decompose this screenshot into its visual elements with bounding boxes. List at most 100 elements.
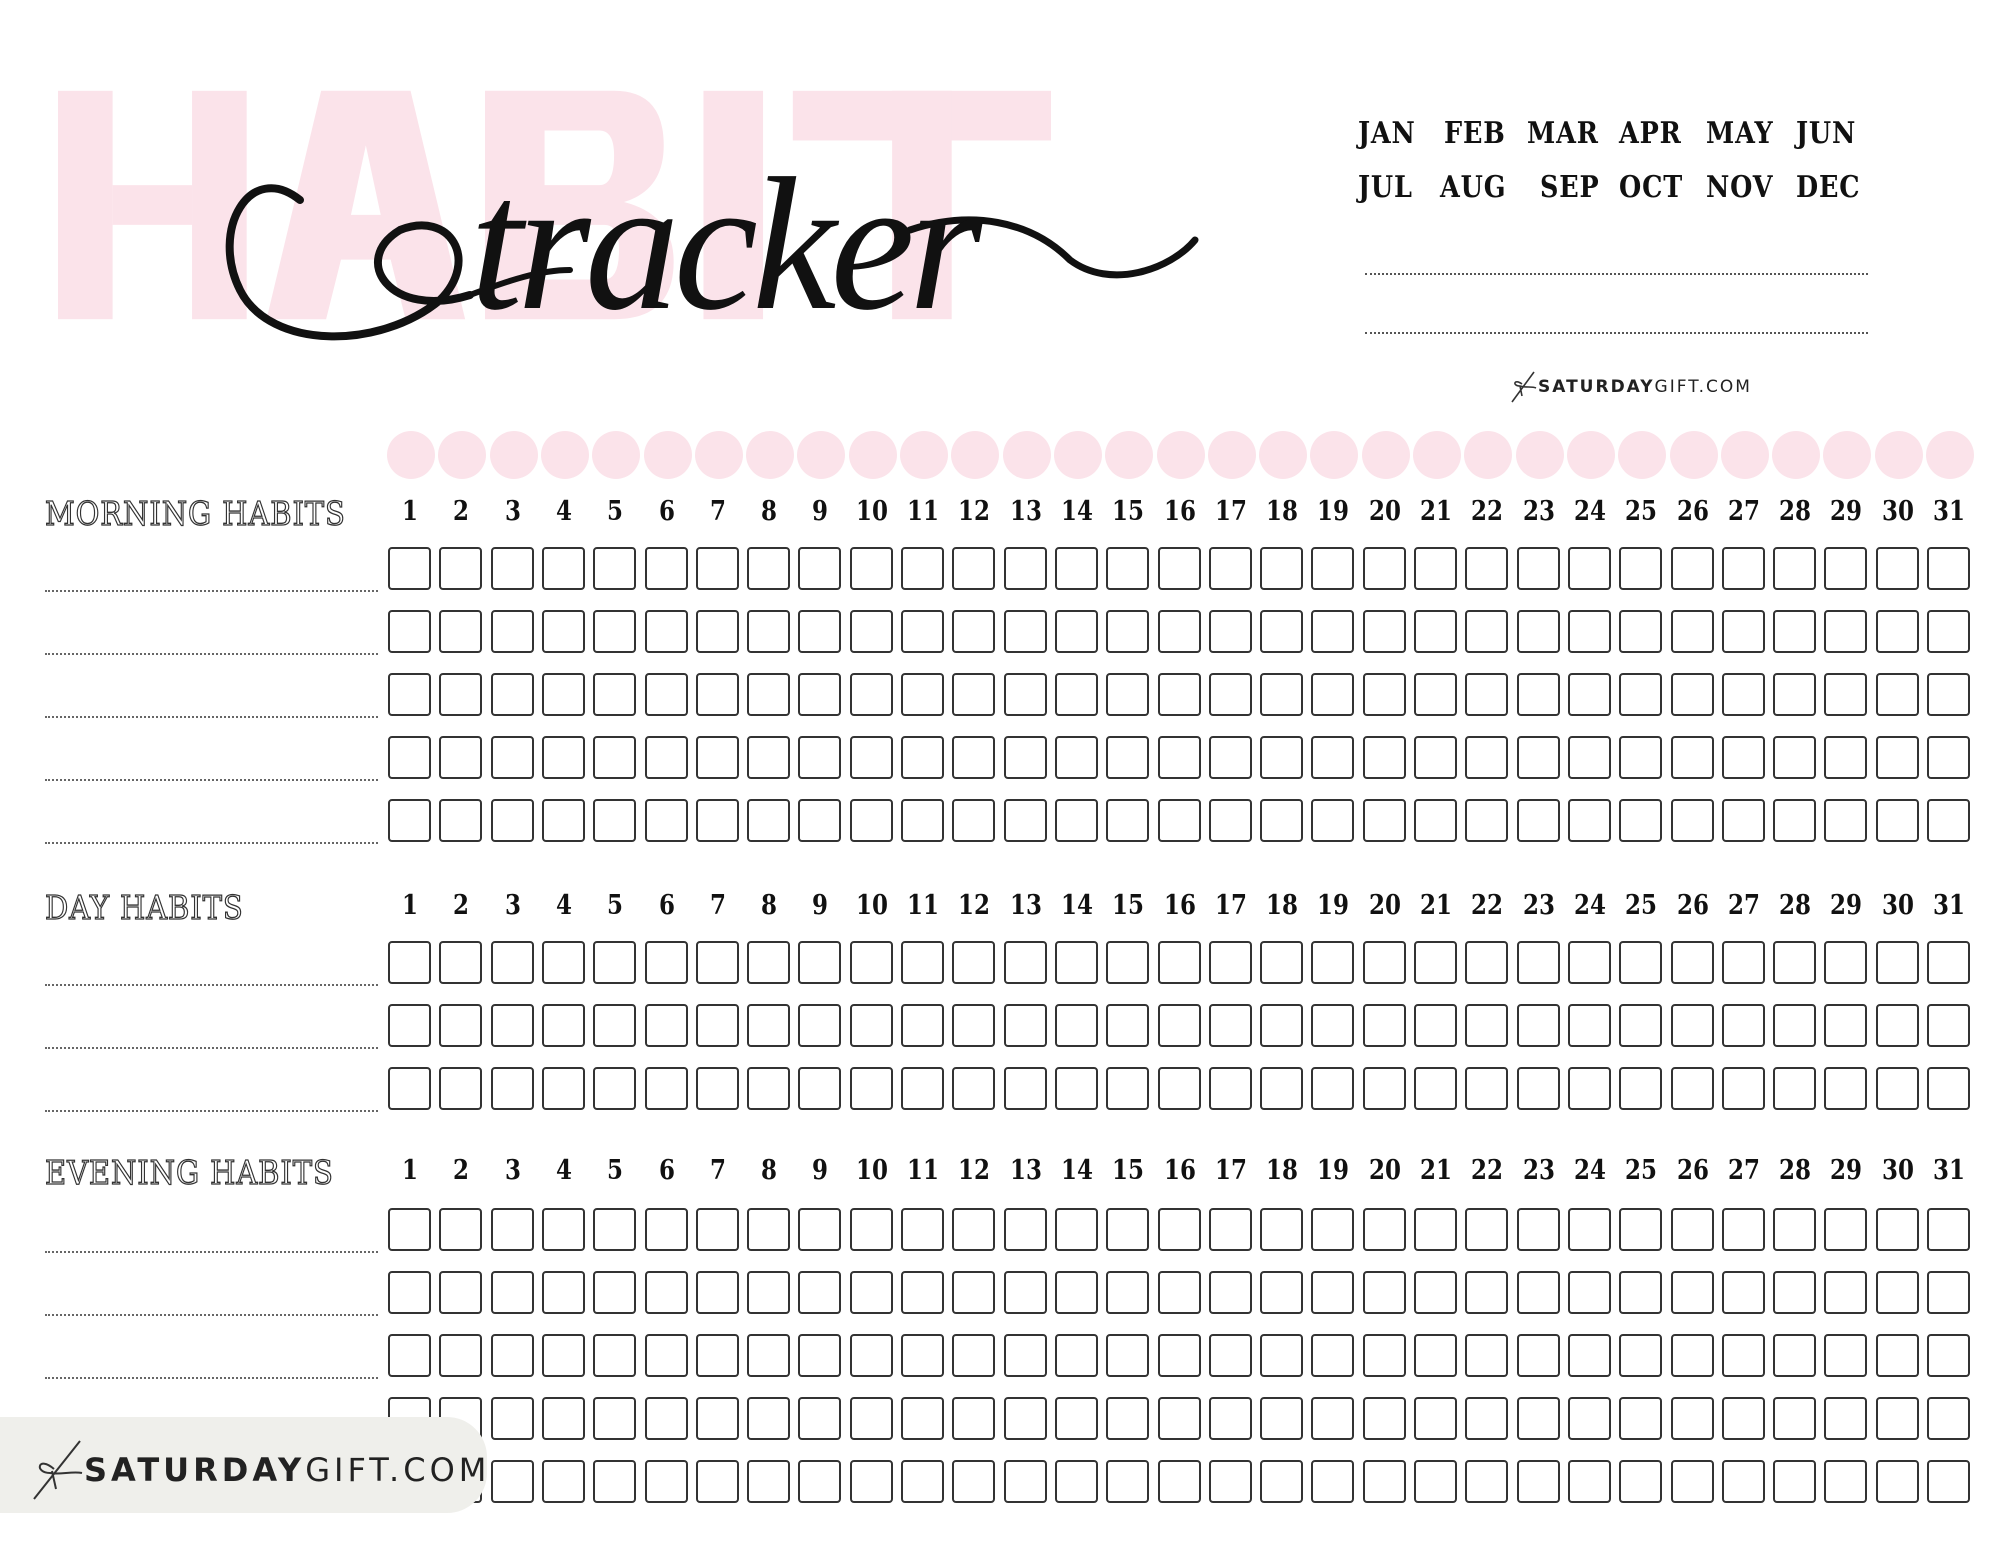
- day-checkbox[interactable]: [1824, 1004, 1868, 1047]
- day-checkbox[interactable]: [1106, 1067, 1150, 1110]
- day-checkbox[interactable]: [1465, 673, 1509, 716]
- day-checkbox[interactable]: [1003, 1271, 1047, 1314]
- day-checkbox[interactable]: [1311, 1004, 1355, 1047]
- day-checkbox[interactable]: [593, 1004, 637, 1047]
- day-checkbox[interactable]: [695, 1460, 739, 1503]
- day-checkbox[interactable]: [1157, 547, 1201, 590]
- day-checkbox[interactable]: [541, 1067, 585, 1110]
- day-checkbox[interactable]: [798, 941, 842, 984]
- day-checkbox[interactable]: [1157, 1334, 1201, 1377]
- day-checkbox[interactable]: [1362, 1460, 1406, 1503]
- day-checkbox[interactable]: [1670, 1397, 1714, 1440]
- day-checkbox[interactable]: [1362, 1208, 1406, 1251]
- day-checkbox[interactable]: [1516, 1334, 1560, 1377]
- day-checkbox[interactable]: [1875, 1397, 1919, 1440]
- day-checkbox[interactable]: [1721, 799, 1765, 842]
- day-checkbox[interactable]: [1516, 610, 1560, 653]
- day-checkbox[interactable]: [1465, 1397, 1509, 1440]
- day-checkbox[interactable]: [541, 736, 585, 779]
- day-checkbox[interactable]: [1260, 1271, 1304, 1314]
- day-checkbox[interactable]: [1567, 1334, 1611, 1377]
- day-checkbox[interactable]: [1106, 941, 1150, 984]
- day-checkbox[interactable]: [1414, 673, 1457, 716]
- day-checkbox[interactable]: [1670, 799, 1714, 842]
- day-checkbox[interactable]: [798, 1271, 842, 1314]
- day-checkbox[interactable]: [747, 1397, 791, 1440]
- day-checkbox[interactable]: [388, 1271, 431, 1314]
- day-checkbox[interactable]: [901, 1460, 944, 1503]
- day-checkbox[interactable]: [1157, 1397, 1201, 1440]
- day-checkbox[interactable]: [490, 1271, 534, 1314]
- day-checkbox[interactable]: [1414, 1397, 1457, 1440]
- day-checkbox[interactable]: [541, 799, 585, 842]
- day-checkbox[interactable]: [1362, 610, 1406, 653]
- day-checkbox[interactable]: [1054, 1004, 1098, 1047]
- day-checkbox[interactable]: [388, 1067, 431, 1110]
- day-checkbox[interactable]: [1260, 1208, 1304, 1251]
- day-checkbox[interactable]: [1516, 1397, 1560, 1440]
- day-checkbox[interactable]: [1516, 736, 1560, 779]
- day-checkbox[interactable]: [593, 1334, 637, 1377]
- day-checkbox[interactable]: [490, 736, 534, 779]
- month-option[interactable]: SEP: [1540, 170, 1600, 205]
- day-checkbox[interactable]: [1773, 1334, 1817, 1377]
- day-checkbox[interactable]: [1157, 610, 1201, 653]
- day-checkbox[interactable]: [1003, 673, 1047, 716]
- day-checkbox[interactable]: [1670, 1004, 1714, 1047]
- day-checkbox[interactable]: [747, 799, 791, 842]
- day-checkbox[interactable]: [1567, 610, 1611, 653]
- month-option[interactable]: AUG: [1440, 170, 1507, 205]
- day-checkbox[interactable]: [1003, 1208, 1047, 1251]
- day-checkbox[interactable]: [541, 941, 585, 984]
- day-checkbox[interactable]: [1875, 941, 1919, 984]
- day-checkbox[interactable]: [695, 547, 739, 590]
- day-checkbox[interactable]: [695, 799, 739, 842]
- day-checkbox[interactable]: [1875, 1067, 1919, 1110]
- day-checkbox[interactable]: [644, 1208, 688, 1251]
- day-checkbox[interactable]: [1875, 799, 1919, 842]
- day-checkbox[interactable]: [747, 941, 791, 984]
- day-checkbox[interactable]: [439, 547, 483, 590]
- day-checkbox[interactable]: [849, 799, 893, 842]
- day-checkbox[interactable]: [593, 1067, 637, 1110]
- day-checkbox[interactable]: [901, 1334, 944, 1377]
- day-checkbox[interactable]: [1824, 1460, 1868, 1503]
- day-checkbox[interactable]: [1362, 799, 1406, 842]
- day-checkbox[interactable]: [644, 736, 688, 779]
- day-checkbox[interactable]: [849, 610, 893, 653]
- day-checkbox[interactable]: [849, 941, 893, 984]
- day-checkbox[interactable]: [747, 1004, 791, 1047]
- day-checkbox[interactable]: [541, 673, 585, 716]
- day-checkbox[interactable]: [952, 547, 996, 590]
- day-checkbox[interactable]: [1106, 799, 1150, 842]
- day-checkbox[interactable]: [1157, 1004, 1201, 1047]
- day-checkbox[interactable]: [849, 1067, 893, 1110]
- day-checkbox[interactable]: [1311, 673, 1355, 716]
- day-checkbox[interactable]: [1567, 1067, 1611, 1110]
- habit-name-field[interactable]: [45, 1314, 378, 1316]
- day-checkbox[interactable]: [1054, 1067, 1098, 1110]
- day-checkbox[interactable]: [1003, 1067, 1047, 1110]
- day-checkbox[interactable]: [1003, 1334, 1047, 1377]
- habit-name-field[interactable]: [45, 1251, 378, 1253]
- day-checkbox[interactable]: [952, 1397, 996, 1440]
- day-checkbox[interactable]: [1670, 673, 1714, 716]
- day-checkbox[interactable]: [747, 1271, 791, 1314]
- day-checkbox[interactable]: [1362, 1397, 1406, 1440]
- day-checkbox[interactable]: [1773, 673, 1817, 716]
- day-checkbox[interactable]: [1106, 736, 1150, 779]
- day-checkbox[interactable]: [644, 1334, 688, 1377]
- day-checkbox[interactable]: [541, 1271, 585, 1314]
- day-checkbox[interactable]: [388, 736, 431, 779]
- day-checkbox[interactable]: [1619, 799, 1663, 842]
- day-checkbox[interactable]: [1721, 1067, 1765, 1110]
- day-checkbox[interactable]: [798, 799, 842, 842]
- day-checkbox[interactable]: [439, 799, 483, 842]
- day-checkbox[interactable]: [439, 1004, 483, 1047]
- day-checkbox[interactable]: [1516, 1067, 1560, 1110]
- day-checkbox[interactable]: [1670, 1271, 1714, 1314]
- day-checkbox[interactable]: [1516, 1004, 1560, 1047]
- day-checkbox[interactable]: [1721, 1460, 1765, 1503]
- day-checkbox[interactable]: [1003, 736, 1047, 779]
- day-checkbox[interactable]: [644, 610, 688, 653]
